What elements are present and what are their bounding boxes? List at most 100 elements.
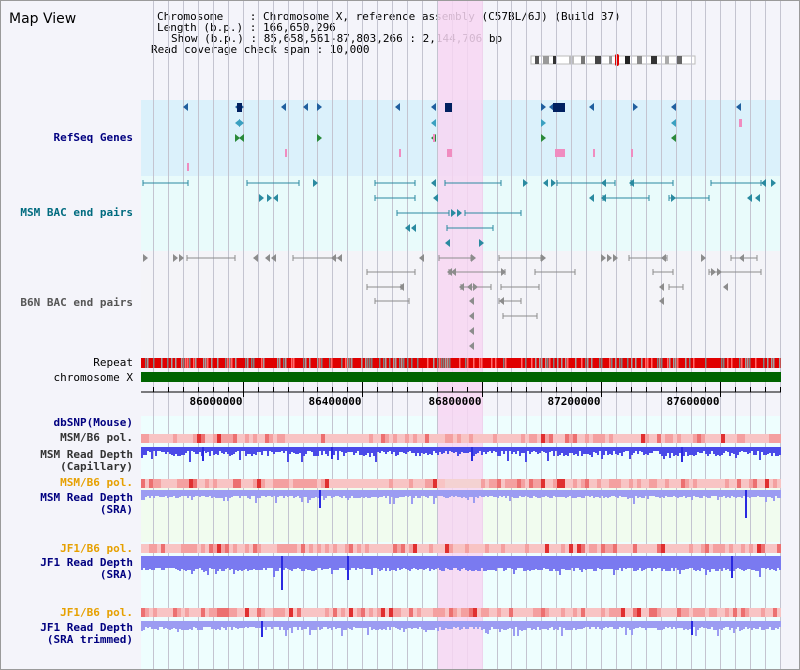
depth-bar — [191, 556, 193, 574]
polymorphism-cell — [237, 479, 241, 488]
polymorphism-cell — [373, 544, 377, 553]
depth-bar — [209, 490, 211, 496]
depth-bar — [737, 621, 739, 627]
polymorphism-cell — [373, 479, 377, 488]
depth-bar — [381, 490, 383, 497]
depth-bar — [463, 447, 465, 453]
depth-bar — [193, 490, 195, 497]
depth-bar — [295, 447, 297, 454]
depth-bar — [239, 556, 241, 570]
depth-bar — [279, 490, 281, 496]
polymorphism-cell — [569, 544, 573, 553]
polymorphism-cell — [177, 434, 181, 443]
depth-bar — [683, 621, 685, 630]
refseq-genes-label[interactable]: RefSeq Genes — [53, 131, 133, 144]
polymorphism-cell — [305, 434, 309, 443]
depth-bar — [165, 621, 167, 628]
msm-b6-pol-label-2[interactable]: MSM/B6 pol. — [60, 476, 133, 489]
depth-bar — [277, 621, 279, 627]
refseq-gene-arrow — [235, 134, 240, 142]
depth-bar — [437, 490, 439, 496]
depth-bar — [515, 621, 517, 627]
depth-bar — [395, 621, 397, 628]
ideogram-band — [553, 56, 556, 64]
depth-bar — [611, 621, 613, 627]
msm-bac-glyphs[interactable] — [142, 179, 776, 247]
depth-bar — [485, 490, 487, 496]
polymorphism-cell — [589, 608, 593, 617]
depth-bar — [351, 447, 353, 452]
polymorphism-cell — [361, 544, 365, 553]
depth-bar — [143, 490, 145, 500]
refseq-gene-glyphs[interactable] — [183, 103, 742, 171]
polymorphism-cell — [629, 544, 633, 553]
depth-bar — [161, 556, 163, 570]
depth-bar — [481, 490, 483, 497]
polymorphism-cell — [225, 434, 229, 443]
depth-bar — [751, 447, 753, 451]
repeat-segment — [403, 358, 405, 368]
b6n-bac-end — [613, 254, 618, 262]
polymorphism-cell — [317, 608, 321, 617]
depth-bar — [333, 490, 335, 497]
polymorphism-cell — [661, 434, 665, 443]
depth-bar — [233, 490, 235, 496]
depth-bar — [699, 447, 701, 453]
depth-bar — [695, 447, 697, 455]
depth-bar — [505, 490, 507, 498]
dbsnp-label[interactable]: dbSNP(Mouse) — [53, 416, 133, 429]
b6n-bac-glyphs[interactable] — [143, 254, 762, 350]
repeat-segment — [585, 358, 587, 368]
depth-bar — [299, 490, 301, 498]
depth-bar — [221, 447, 223, 453]
polymorphism-cell — [309, 544, 313, 553]
msm-bac-label[interactable]: MSM BAC end pairs — [20, 206, 133, 219]
depth-bar — [319, 621, 321, 630]
depth-bar — [171, 556, 173, 568]
msm-read-depth-capillary-label[interactable]: MSM Read Depth (Capillary) — [40, 448, 133, 473]
depth-bar — [601, 490, 603, 496]
polymorphism-cell — [169, 544, 173, 553]
msm-read-depth-sra-label[interactable]: MSM Read Depth (SRA) — [40, 491, 133, 516]
polymorphism-cell — [341, 544, 345, 553]
polymorphism-cell — [597, 544, 601, 553]
depth-bar — [525, 556, 527, 571]
depth-bar — [691, 490, 693, 500]
depth-bar — [265, 490, 267, 497]
jf1-b6-pol-label-1[interactable]: JF1/B6 pol. — [60, 542, 133, 555]
polymorphism-cell — [357, 479, 361, 488]
polymorphism-cell — [729, 608, 733, 617]
depth-bar — [265, 621, 267, 630]
jf1-b6-pol-label-2[interactable]: JF1/B6 pol. — [60, 606, 133, 619]
depth-bar — [343, 490, 345, 496]
depth-bar — [383, 556, 385, 568]
jf1-read-depth-trimmed-label[interactable]: JF1 Read Depth (SRA trimmed) — [40, 621, 133, 646]
depth-bar — [445, 556, 447, 568]
depth-bar — [293, 447, 295, 453]
depth-bar — [491, 490, 493, 496]
axis-major-ticks: 86000000 86400000 86800000 87200000 87600000 — [190, 382, 721, 408]
depth-bar — [211, 447, 213, 451]
depth-bar — [449, 447, 451, 451]
polymorphism-cell — [277, 608, 281, 617]
depth-bar — [623, 621, 625, 627]
polymorphism-cell — [277, 544, 281, 553]
repeat-segment — [553, 358, 555, 368]
depth-bar — [403, 447, 405, 453]
depth-bar — [533, 556, 535, 570]
polymorphism-cell — [673, 434, 677, 443]
repeat-segment — [547, 358, 549, 368]
jf1-read-depth-sra-label[interactable]: JF1 Read Depth (SRA) — [40, 556, 133, 581]
depth-bar — [287, 556, 289, 569]
polymorphism-cell — [549, 608, 553, 617]
polymorphism-cell — [721, 544, 725, 553]
b6n-bac-label[interactable]: B6N BAC end pairs — [20, 296, 133, 309]
depth-bar — [621, 556, 623, 571]
msm-b6-pol-label-1[interactable]: MSM/B6 pol. — [60, 431, 133, 444]
refseq-gene-arrow — [671, 103, 676, 111]
depth-bar — [347, 447, 349, 452]
depth-bar — [381, 447, 383, 451]
polymorphism-cell — [161, 544, 165, 553]
depth-bar — [337, 490, 339, 496]
